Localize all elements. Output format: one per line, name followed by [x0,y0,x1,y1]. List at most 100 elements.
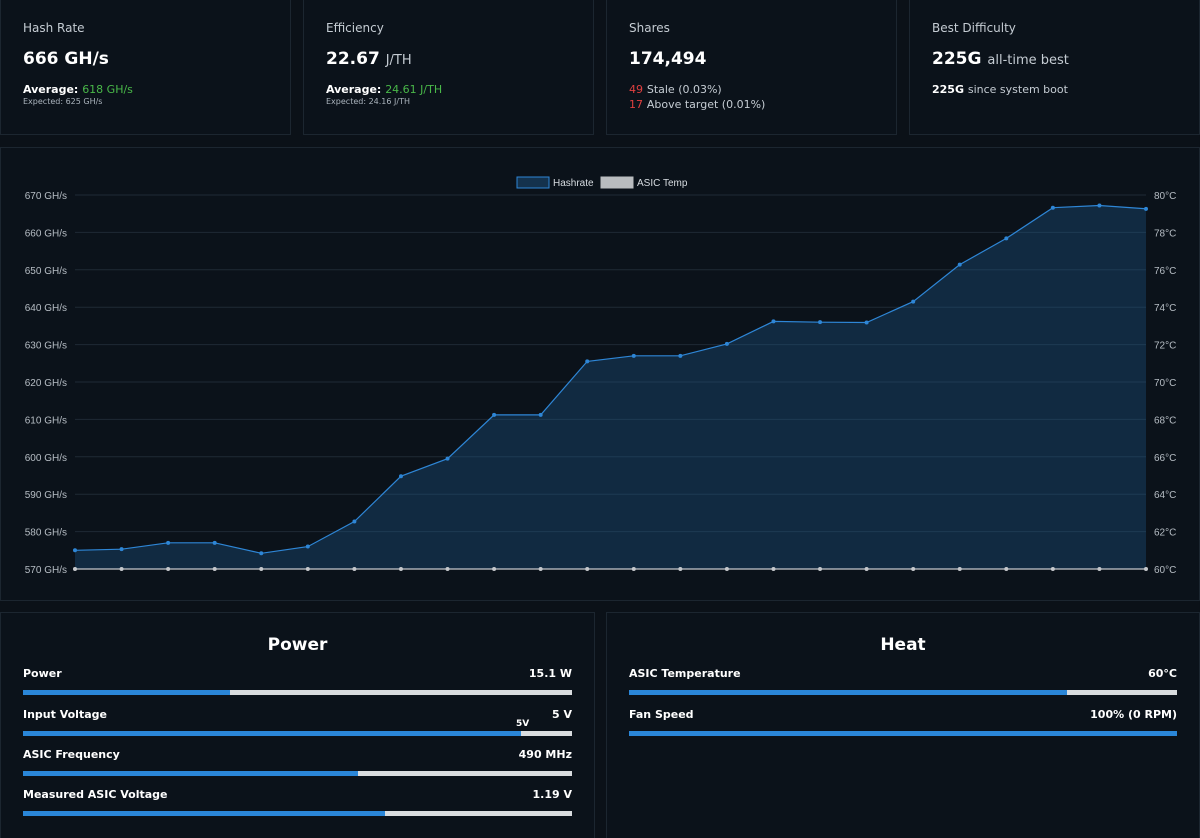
hashrate-point [585,359,590,364]
efficiency-card: Efficiency 22.67 J/TH Average: 24.61 J/T… [303,0,594,135]
y-left-tick-label: 650 GH/s [25,266,67,277]
asic-temp-point [212,567,217,571]
input-voltage-value: 5 V [552,708,572,721]
y-left-tick-label: 600 GH/s [25,453,67,464]
power-bar [23,690,572,695]
legend-asic-temp-label: ASIC Temp [637,178,688,189]
asic-temp-point [631,567,636,571]
hashrate-point [818,320,823,325]
stale-count: 49 [629,83,643,96]
hashrate-point [445,456,450,461]
input-voltage-marker: 5V [516,719,530,729]
asic-frequency-label: ASIC Frequency [23,748,120,761]
above-count: 17 [629,98,643,111]
difficulty-boot: 225G since system boot [932,83,1068,96]
asic-temperature-bar [629,690,1177,695]
power-metric-value: 15.1 W [528,667,572,680]
y-right-tick-label: 68°C [1154,415,1176,426]
difficulty-suffix: all-time best [987,53,1069,68]
shares-title: Shares [629,21,670,35]
difficulty-title: Best Difficulty [932,21,1016,35]
asic-temp-point [1097,567,1102,571]
y-right-tick-label: 74°C [1154,303,1176,314]
y-left-tick-label: 630 GH/s [25,341,67,352]
hashrate-point [305,544,310,549]
asic-voltage-value: 1.19 V [532,788,572,801]
hashrate-value: 666 GH/s [23,49,109,69]
hashrate-point [678,353,683,358]
asic-frequency-bar-fill [23,771,358,776]
hashrate-point [119,547,124,552]
asic-temperature-value: 60°C [1148,667,1177,680]
asic-temp-point [259,567,264,571]
heat-title: Heat [880,635,926,655]
hashrate-line [74,204,1147,554]
hashrate-average: Average: 618 GH/s [23,83,133,96]
asic-temperature-bar-fill [629,690,1068,695]
asic-temp-point [818,567,823,571]
hashrate-average-value: 618 GH/s [82,83,133,96]
fan-speed-label: Fan Speed [629,708,694,721]
y-right-tick-label: 80°C [1154,191,1176,202]
asic-temp-point [166,567,171,571]
y-right-tick-label: 64°C [1154,490,1176,501]
hashrate-point [538,412,543,417]
hashrate-title: Hash Rate [23,21,85,35]
asic-temp-point [724,567,729,571]
heat-panel: Heat ASIC Temperature 60°C Fan Speed 100… [606,612,1200,838]
hashrate-point [864,320,869,325]
asic-temp-point [864,567,869,571]
asic-temp-point [1050,567,1055,571]
hashrate-point [73,548,77,553]
y-right-tick-label: 76°C [1154,266,1176,277]
hashrate-point [1097,203,1102,208]
asic-temp-point [585,567,590,571]
difficulty-card: Best Difficulty 225G all-time best 225G … [909,0,1200,135]
power-metric-label: Power [23,667,62,680]
asic-temp-point [1004,567,1009,571]
hashrate-card: Hash Rate 666 GH/s Average: 618 GH/s Exp… [0,0,291,135]
fan-speed-bar-fill [629,731,1177,736]
efficiency-unit: J/TH [385,53,412,68]
legend-hashrate-swatch [516,176,550,189]
input-voltage-bar-fill [23,731,521,736]
asic-temp-point [305,567,310,571]
asic-temp-point [678,567,683,571]
hashrate-point [1144,206,1148,211]
y-left-tick-label: 640 GH/s [25,303,67,314]
hashrate-point [724,341,729,346]
hashrate-chart-card: 670 GH/s 660 GH/s 650 GH/s 640 GH/s 630 GH/s… [0,147,1200,601]
hashrate-point [771,319,776,324]
asic-temp-point [352,567,357,571]
asic-temp-point [957,567,962,571]
hashrate-expected: Expected: 625 GH/s [23,97,103,106]
y-left-tick-label: 590 GH/s [25,490,67,501]
asic-temp-point [398,567,403,571]
asic-temp-point [771,567,776,571]
shares-above-target: 17 Above target (0.01%) [629,98,765,111]
y-left-tick-label: 610 GH/s [25,415,67,426]
power-bar-fill [23,690,230,695]
y-right-tick-label: 78°C [1154,228,1176,239]
y-left-tick-label: 620 GH/s [25,378,67,389]
shares-value: 174,494 [629,49,707,69]
hashrate-chart: 670 GH/s 660 GH/s 650 GH/s 640 GH/s 630 GH/s… [25,176,1176,576]
efficiency-value: 22.67 J/TH [326,49,412,69]
hashrate-point [1004,236,1009,241]
boot-value: 225G [932,83,964,96]
efficiency-expected: Expected: 24.16 J/TH [326,97,410,106]
asic-frequency-bar [23,771,572,776]
above-text: Above target (0.01%) [646,98,766,111]
average-label: Average: [326,83,382,96]
boot-suffix: since system boot [967,83,1068,96]
power-panel: Power Power 15.1 W Input Voltage 5 V 5V … [0,612,595,838]
hashrate-point [212,540,217,545]
power-title: Power [267,635,328,655]
asic-temp-point [119,567,124,571]
asic-temp-point [73,567,77,571]
asic-temp-point [492,567,497,571]
asic-temp-point [911,567,916,571]
hashrate-area [75,205,1146,569]
stale-text: Stale (0.03%) [646,83,722,96]
fan-speed-value: 100% (0 RPM) [1090,708,1177,721]
